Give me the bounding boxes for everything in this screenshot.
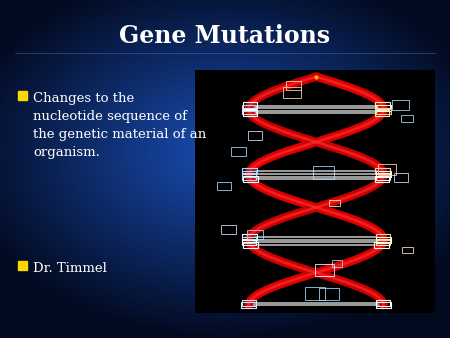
Bar (242, 239, 256, 245)
Text: nucleotide sequence of: nucleotide sequence of (33, 110, 187, 123)
Bar (394, 173, 409, 182)
Bar (243, 168, 257, 174)
Bar (283, 87, 301, 98)
Bar (243, 242, 258, 248)
Bar (376, 108, 391, 114)
Bar (231, 147, 246, 155)
Bar (247, 230, 263, 239)
Bar (375, 111, 389, 117)
Bar (18, 261, 27, 270)
Bar (242, 171, 256, 177)
Text: organism.: organism. (33, 146, 100, 159)
Bar (376, 105, 391, 111)
Text: Changes to the: Changes to the (33, 92, 134, 105)
Bar (248, 131, 262, 140)
Bar (374, 242, 389, 248)
Bar (221, 225, 236, 234)
Bar (242, 173, 256, 179)
Bar (195, 70, 435, 313)
Bar (376, 239, 390, 245)
Bar (378, 164, 396, 175)
Bar (402, 247, 413, 253)
Bar (242, 108, 256, 114)
Bar (376, 173, 391, 179)
Bar (376, 234, 390, 240)
Bar (376, 171, 391, 177)
Bar (315, 264, 334, 276)
Text: Dr. Timmel: Dr. Timmel (33, 262, 107, 275)
Bar (243, 111, 257, 117)
Bar (376, 237, 391, 243)
Bar (243, 176, 257, 182)
Text: the genetic material of an: the genetic material of an (33, 128, 206, 141)
Bar (332, 260, 342, 267)
Text: Gene Mutations: Gene Mutations (119, 24, 331, 48)
Bar (305, 287, 325, 300)
Bar (243, 102, 257, 108)
Bar (320, 288, 339, 300)
Bar (286, 81, 301, 90)
Bar (242, 237, 256, 243)
Bar (242, 302, 256, 308)
Bar (392, 100, 409, 110)
Bar (400, 115, 413, 122)
Bar (242, 300, 256, 306)
Bar (242, 234, 256, 240)
Bar (376, 300, 390, 306)
Bar (375, 168, 390, 174)
Bar (375, 176, 389, 182)
Bar (329, 200, 340, 207)
Bar (313, 166, 334, 179)
Bar (18, 91, 27, 100)
Bar (376, 302, 391, 308)
Bar (242, 105, 256, 111)
Bar (217, 182, 231, 190)
Bar (375, 102, 390, 108)
